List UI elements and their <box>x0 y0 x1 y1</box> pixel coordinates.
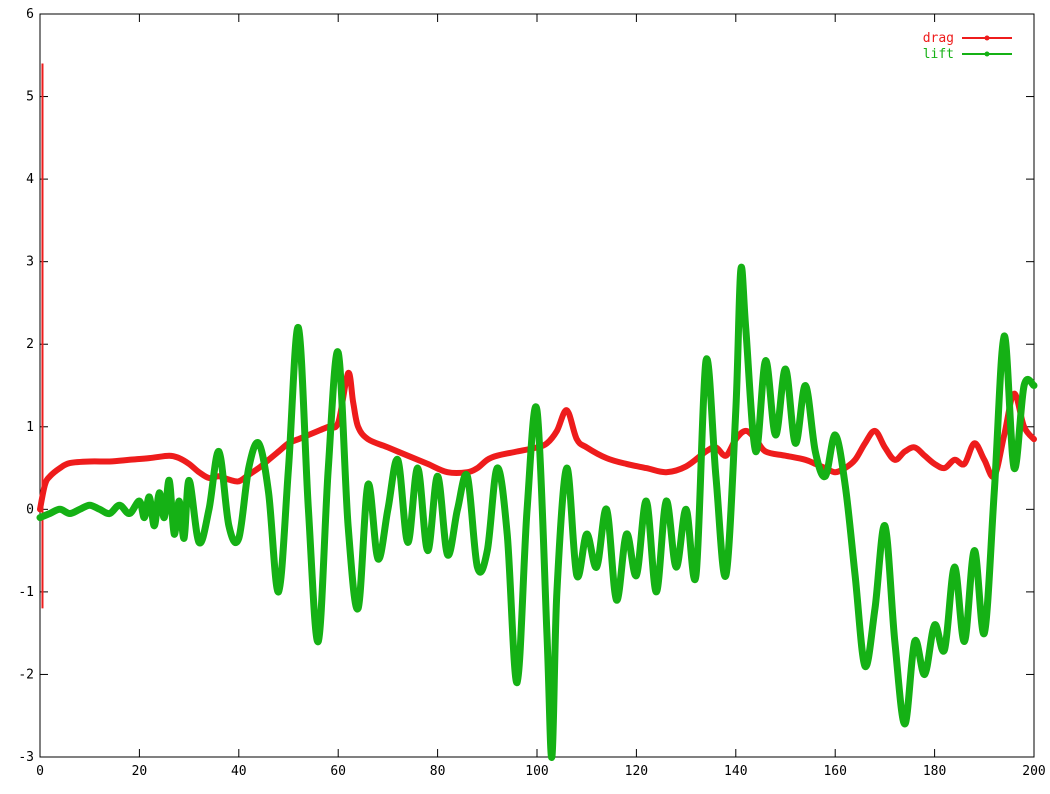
y-tick-label: 0 <box>26 502 34 517</box>
y-tick-label: 3 <box>26 255 34 270</box>
y-tick-label: 2 <box>26 337 34 352</box>
y-tick-label: -2 <box>18 667 34 682</box>
y-tick-label: -1 <box>18 585 34 600</box>
legend-marker-drag <box>984 35 990 41</box>
plot-border <box>39 13 1035 758</box>
x-tick-label: 100 <box>525 764 548 779</box>
x-tick-label: 120 <box>625 764 648 779</box>
lift-series-line <box>36 263 1038 761</box>
y-tick-label: -3 <box>18 750 34 765</box>
x-tick-label: 80 <box>430 764 446 779</box>
x-tick-label: 60 <box>330 764 346 779</box>
x-tick-label: 140 <box>724 764 747 779</box>
axis-ticks: 0 20 40 60 80 100 120 140 160 180 200 -3 -2 -1 0 1 2 3 4 5 6 <box>18 7 1045 779</box>
y-tick-label: 6 <box>26 7 34 22</box>
x-tick-label: 200 <box>1022 764 1045 779</box>
x-tick-label: 160 <box>823 764 846 779</box>
x-tick-label: 20 <box>132 764 148 779</box>
legend-marker-lift <box>984 51 990 57</box>
x-tick-label: 180 <box>923 764 946 779</box>
plot-frame <box>39 13 1035 758</box>
y-tick-label: 1 <box>26 420 34 435</box>
y-tick-label: 5 <box>26 90 34 105</box>
x-tick-label: 40 <box>231 764 247 779</box>
y-tick-label: 4 <box>26 172 34 187</box>
series-layer <box>36 63 1038 761</box>
x-tick-label: 0 <box>36 764 44 779</box>
legend-label-lift: lift <box>923 47 954 62</box>
legend-label-drag: drag <box>923 31 954 46</box>
